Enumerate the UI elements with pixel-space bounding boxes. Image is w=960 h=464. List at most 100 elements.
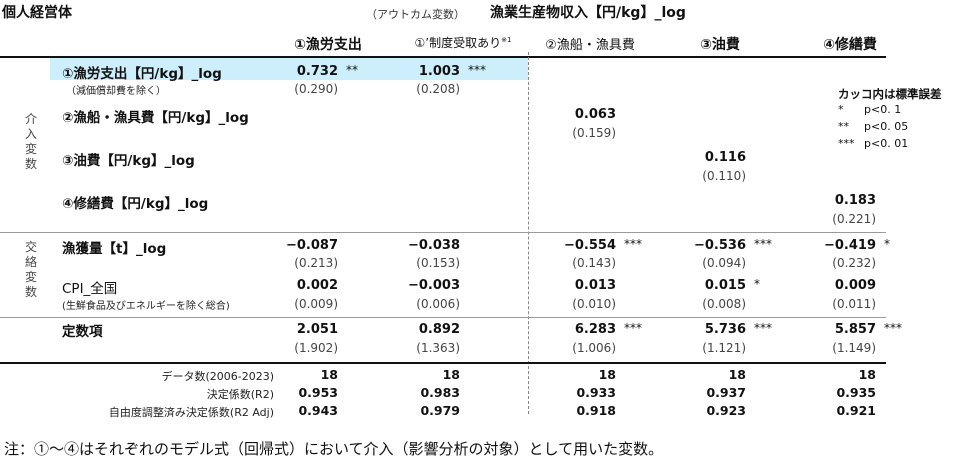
legend-mark-1: *: [838, 103, 844, 116]
stat-n-c4: 18: [728, 367, 746, 382]
se-r1-c2: (0.208): [416, 82, 460, 96]
coef-r6-c3: 0.013: [574, 278, 616, 293]
stat-r2-c2: 0.983: [420, 385, 460, 400]
column-header-2: ①’制度受取あり※1: [398, 34, 528, 51]
coef-r1-c1: 0.732: [296, 64, 338, 79]
legend-item-2: ** p<0. 05: [838, 120, 908, 133]
se-r5-c1: (0.213): [294, 256, 338, 270]
coef-r5-c3: −0.554: [563, 238, 616, 253]
se-r7-c4: (1.121): [702, 341, 746, 355]
star-r1-c1: **: [346, 63, 358, 77]
star-r7-c5: ***: [884, 321, 902, 335]
se-r3-c4: (0.110): [702, 169, 746, 183]
star-r5-c3: ***: [624, 237, 642, 251]
header-rule: [0, 56, 886, 58]
stat-r2adj-c3: 0.918: [576, 403, 616, 418]
coef-r7-c2: 0.892: [418, 322, 460, 337]
se-r7-c2: (1.363): [416, 341, 460, 355]
coef-r5-c1: −0.087: [285, 238, 338, 253]
stat-n-c1: 18: [320, 367, 338, 382]
stat-r2-c5: 0.935: [836, 385, 876, 400]
legend-title: カッコ内は標準誤差: [838, 87, 942, 101]
coef-r7-c3: 6.283: [574, 322, 616, 337]
star-r5-c4: ***: [754, 237, 772, 251]
se-r7-c3: (1.006): [572, 341, 616, 355]
row-sublabel-labor-expense: （減価償却費を除く）: [66, 86, 166, 97]
legend-text-1: p<0. 1: [864, 103, 902, 116]
coef-r3-c4: 0.116: [704, 150, 746, 165]
star-r1-c2: ***: [468, 63, 486, 77]
group-divider-1: [0, 232, 886, 233]
coef-r4-c5: 0.183: [834, 193, 876, 208]
column-header-2-label: ①’制度受取あり: [414, 36, 502, 50]
legend-item-1: * p<0. 1: [838, 103, 901, 116]
row-label-repair: ④修繕費【円/kg】_log: [62, 196, 209, 212]
stats-rule: [0, 362, 886, 364]
coef-r6-c5: 0.009: [834, 278, 876, 293]
coef-r6-c1: 0.002: [296, 278, 338, 293]
stat-r2adj-c2: 0.979: [420, 403, 460, 418]
se-r6-c3: (0.010): [572, 297, 616, 311]
stat-label-n: データ数(2006-2023): [161, 370, 274, 383]
stat-r2-c3: 0.933: [576, 385, 616, 400]
stat-n-c3: 18: [598, 367, 616, 382]
se-r1-c1: (0.290): [294, 82, 338, 96]
group-label-intervention: 介入変数: [24, 112, 37, 171]
star-r7-c4: ***: [754, 321, 772, 335]
row-label-boat-gear: ②漁船・漁具費【円/kg】_log: [62, 110, 249, 126]
legend-text-2: p<0. 05: [864, 120, 909, 133]
column-divider: [528, 52, 529, 414]
se-r5-c4: (0.094): [702, 256, 746, 270]
row-label-cpi: CPI_全国: [62, 281, 118, 297]
footnote: 注：①～④はそれぞれのモデル式（回帰式）において介入（影響分析の対象）として用い…: [4, 440, 664, 458]
coef-r6-c4: 0.015: [704, 278, 746, 293]
stat-n-c5: 18: [858, 367, 876, 382]
coef-r5-c2: −0.038: [407, 238, 460, 253]
row-label-fuel: ③油費【円/kg】_log: [62, 153, 195, 169]
row-label-catch: 漁獲量【t】_log: [62, 241, 167, 257]
se-r7-c1: (1.902): [294, 341, 338, 355]
coef-r7-c5: 5.857: [834, 322, 876, 337]
row-sublabel-cpi: (生鮮食品及びエネルギーを除く総合): [62, 301, 230, 312]
stat-n-c2: 18: [442, 367, 460, 382]
row-label-constant: 定数項: [62, 324, 103, 340]
column-header-4: ③油費: [700, 37, 740, 53]
legend-text-3: p<0. 01: [864, 137, 909, 150]
se-r4-c5: (0.221): [832, 212, 876, 226]
stat-r2-c1: 0.953: [298, 385, 338, 400]
se-r5-c5: (0.232): [832, 256, 876, 270]
legend-mark-2: **: [838, 120, 849, 133]
column-header-1: ①漁労支出: [294, 37, 362, 53]
legend-mark-3: ***: [838, 137, 855, 150]
legend-item-3: *** p<0. 01: [838, 137, 908, 150]
coef-r2-c3: 0.063: [574, 107, 616, 122]
se-r6-c4: (0.008): [702, 297, 746, 311]
se-r7-c5: (1.149): [832, 341, 876, 355]
star-r6-c4: *: [754, 277, 760, 291]
se-r6-c1: (0.009): [294, 297, 338, 311]
stat-r2adj-c5: 0.921: [836, 403, 876, 418]
coef-r1-c2: 1.003: [418, 64, 460, 79]
coef-r6-c2: −0.003: [407, 278, 460, 293]
column-header-3: ②漁船・漁具費: [545, 38, 635, 53]
group-divider-2: [0, 317, 886, 318]
stat-r2adj-c1: 0.943: [298, 403, 338, 418]
stat-r2adj-c4: 0.923: [706, 403, 746, 418]
coef-r5-c5: −0.419: [823, 238, 876, 253]
star-r7-c3: ***: [624, 321, 642, 335]
coef-r5-c4: −0.536: [693, 238, 746, 253]
se-r6-c5: (0.011): [832, 297, 876, 311]
outcome-label: （アウトカム変数）: [366, 8, 465, 21]
se-r6-c2: (0.006): [416, 297, 460, 311]
se-r5-c3: (0.143): [572, 256, 616, 270]
stat-label-r2adj: 自由度調整済み決定係数(R2 Adj): [108, 406, 274, 419]
table-title: 個人経営体: [2, 5, 72, 21]
se-r2-c3: (0.159): [572, 126, 616, 140]
coef-r7-c4: 5.736: [704, 322, 746, 337]
stat-r2-c4: 0.937: [706, 385, 746, 400]
coef-r7-c1: 2.051: [296, 322, 338, 337]
star-r5-c5: *: [884, 237, 890, 251]
outcome-variable: 漁業生産物収入【円/kg】_log: [490, 5, 686, 21]
footnote-marker: ※1: [501, 36, 512, 44]
se-r5-c2: (0.153): [416, 256, 460, 270]
